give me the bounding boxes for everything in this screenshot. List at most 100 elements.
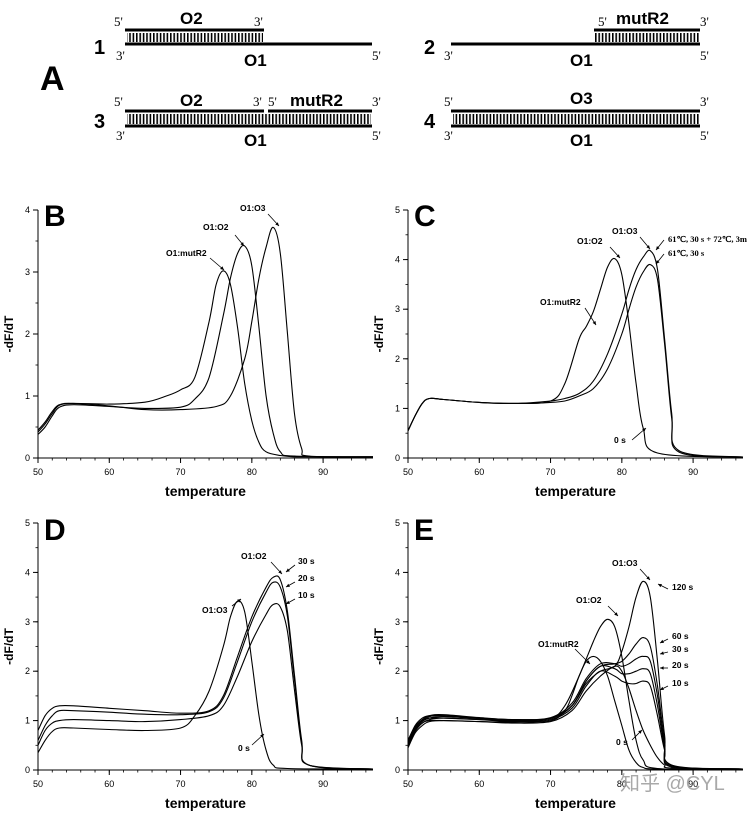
panel-c-letter: C <box>414 200 436 233</box>
construct-3-prime-5b: 5' <box>372 128 381 143</box>
panel-c-y-tick-label: 0 <box>395 453 400 463</box>
panel-d-x-tick-label: 90 <box>318 779 328 789</box>
panel-e-y-tick-label: 3 <box>395 617 400 627</box>
panel-c-annotation-label: O1:mutR2 <box>540 297 581 307</box>
panel-e-x-tick-label: 50 <box>403 779 413 789</box>
panel-d-x-tick-label: 80 <box>247 779 257 789</box>
panel-b-annotation-arrowhead <box>240 242 244 246</box>
panel-b-annotation-arrowhead <box>275 222 279 226</box>
construct-3-prime-5-mid: 5' <box>268 94 277 109</box>
panel-d-x-tick-label: 60 <box>104 779 114 789</box>
panel-a: A 1 O2 5' 3' 3' 5' O1 2 mutR2 5' 3' 3' 5… <box>40 9 709 150</box>
panel-e-series-line <box>407 655 744 770</box>
construct-1-prime-3b: 3' <box>116 48 125 63</box>
construct-3-prime-3: 3' <box>372 94 381 109</box>
panel-c-annotation-arrowhead <box>646 245 650 249</box>
panel-e-x-tick-label: 80 <box>617 779 627 789</box>
panel-d-annotation-arrowhead <box>237 599 241 603</box>
panel-b-y-tick-label: 3 <box>25 267 30 277</box>
panel-e-annotation-arrowhead <box>660 686 664 690</box>
panel-c-annotation-arrowhead <box>592 321 596 325</box>
panel-c-y-axis-label: -dF/dT <box>372 315 386 352</box>
panel-c-annotation-arrowhead <box>616 254 620 258</box>
panel-e-y-tick-label: 1 <box>395 716 400 726</box>
panel-e-y-tick-label: 5 <box>395 518 400 528</box>
panel-e-series-line <box>407 670 744 770</box>
construct-4-bottom-label: O1 <box>570 131 593 150</box>
panel-d-x-axis-label: temperature <box>165 795 246 811</box>
panel-d-annotation-arrowhead <box>286 568 290 572</box>
construct-3: 3 O2 mutR2 5' 3' 5' 3' 3' 5' O1 <box>94 91 381 150</box>
panel-e-annotation-label: 120 s <box>672 582 694 592</box>
panel-e-chart: E 50 60 70 80 90 0 1 2 3 4 5 temperature -dF/dT O1:O3… <box>372 514 744 811</box>
construct-4-prime-5b: 5' <box>700 128 709 143</box>
panel-d-annotation-label: 30 s <box>298 556 315 566</box>
panel-d-series-line <box>37 603 374 770</box>
construct-4-number: 4 <box>424 111 436 133</box>
panel-c-series-line <box>407 249 744 458</box>
panel-d-chart: D 50 60 70 80 90 0 1 2 3 4 5 temperature -dF/dT O1:O2… <box>2 514 374 811</box>
panel-b-y-tick-label: 1 <box>25 391 30 401</box>
panel-c-x-tick-label: 80 <box>617 467 627 477</box>
construct-2-prime-3b: 3' <box>444 48 453 63</box>
construct-4-prime-5: 5' <box>444 94 453 109</box>
panel-b-annotation-arrowhead <box>220 266 224 270</box>
panel-b-annotation-label: O1:mutR2 <box>166 248 207 258</box>
panel-c-x-tick-label: 50 <box>403 467 413 477</box>
panel-b-x-axis-label: temperature <box>165 483 246 499</box>
panel-d-annotation-arrowhead <box>286 583 290 587</box>
panel-e-annotation-label: O1:O3 <box>612 558 638 568</box>
panel-c-annotation-arrowhead <box>656 246 660 250</box>
base-pairing <box>127 114 371 124</box>
panel-e-annotation-arrowhead <box>614 612 618 616</box>
panel-b-y-axis-label: -dF/dT <box>2 315 16 352</box>
panel-c-annotation-label: O1:O2 <box>577 236 603 246</box>
panel-c-x-axis-label: temperature <box>535 483 616 499</box>
panel-e-x-tick-label: 60 <box>474 779 484 789</box>
panel-d-annotation-label: O1:O3 <box>202 605 228 615</box>
construct-4-prime-3: 3' <box>700 94 709 109</box>
panel-b-x-tick-label: 60 <box>104 467 114 477</box>
panel-e-y-axis-label: -dF/dT <box>372 628 386 665</box>
construct-2-prime-3: 3' <box>700 14 709 29</box>
construct-3-top-label-2: mutR2 <box>290 91 343 110</box>
panel-b-series-line <box>37 244 374 458</box>
base-pairing <box>127 33 263 42</box>
panel-d-annotation-arrowhead <box>260 734 264 738</box>
panel-d-series-line <box>37 600 374 770</box>
panel-b-annotation-label: O1:O2 <box>203 222 229 232</box>
panel-b-y-tick-label: 4 <box>25 205 30 215</box>
construct-1-prime-3: 3' <box>254 14 263 29</box>
panel-e-annotation-label: 20 s <box>672 660 689 670</box>
construct-4-prime-3b: 3' <box>444 128 453 143</box>
panel-d-letter: D <box>44 514 66 547</box>
panel-e-annotation-arrowhead <box>660 666 664 670</box>
panel-e-annotation-arrowhead <box>658 584 662 588</box>
panel-d-series-line <box>37 581 374 770</box>
panel-d-y-tick-label: 1 <box>25 716 30 726</box>
panel-c-annotation-label: 61℃, 30 s <box>668 248 705 258</box>
panel-b-x-tick-label: 70 <box>176 467 186 477</box>
panel-e-annotation-arrowhead <box>660 639 664 643</box>
construct-3-bottom-label: O1 <box>244 131 267 150</box>
panel-c-annotation-label: O1:O3 <box>612 226 638 236</box>
panel-c-y-tick-label: 2 <box>395 354 400 364</box>
panel-d-annotation-arrowhead <box>278 570 282 574</box>
panel-b-y-tick-label: 2 <box>25 329 30 339</box>
panel-a-letter: A <box>40 60 65 98</box>
construct-1-prime-5: 5' <box>114 14 123 29</box>
construct-1-bottom-label: O1 <box>244 51 267 70</box>
panel-b-x-tick-label: 50 <box>33 467 43 477</box>
panel-e-y-tick-label: 2 <box>395 666 400 676</box>
panel-e-series-line <box>407 655 744 770</box>
construct-2: 2 mutR2 5' 3' 3' 5' O1 <box>424 9 709 70</box>
construct-3-number: 3 <box>94 111 105 133</box>
watermark: 知乎 @CYL <box>620 772 725 795</box>
panel-c-x-tick-label: 60 <box>474 467 484 477</box>
panel-e-annotation-arrowhead <box>646 576 650 580</box>
panel-d-annotation-label: 20 s <box>298 573 315 583</box>
construct-2-top-label: mutR2 <box>616 9 669 28</box>
panel-c-series-line <box>407 263 744 458</box>
panel-c-y-tick-label: 5 <box>395 205 400 215</box>
panel-b-x-tick-label: 80 <box>247 467 257 477</box>
